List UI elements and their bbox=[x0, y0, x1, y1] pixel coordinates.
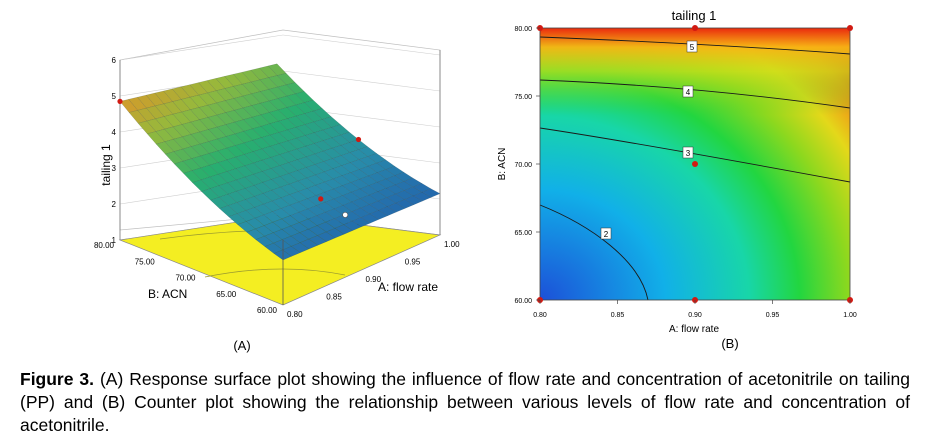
x-tick-label: 0.95 bbox=[405, 258, 421, 267]
z-tick-label: 6 bbox=[112, 56, 117, 65]
x-tick-label: 0.95 bbox=[766, 312, 780, 319]
response-surface bbox=[119, 63, 441, 261]
y-tick-label: 70.00 bbox=[175, 274, 196, 283]
x-tick-label: 0.80 bbox=[287, 310, 303, 319]
x-tick-label: 0.80 bbox=[533, 312, 547, 319]
surface-point bbox=[355, 136, 362, 143]
y-tick-label: 60.00 bbox=[257, 306, 278, 315]
x-tick-label: 0.85 bbox=[326, 293, 342, 302]
z-axis-label: tailing 1 bbox=[99, 144, 113, 186]
y-tick-label: 80.00 bbox=[94, 241, 115, 250]
contour-center-point bbox=[692, 161, 698, 167]
y-tick-label: 75.00 bbox=[135, 257, 156, 266]
surface-design-points bbox=[117, 98, 362, 218]
caption-text: (A) Response surface plot showing the in… bbox=[20, 369, 910, 435]
surface-point bbox=[117, 98, 123, 104]
x-tick-label: 0.90 bbox=[366, 275, 382, 284]
contour-design-point bbox=[847, 25, 853, 31]
x-tick-label: 1.00 bbox=[444, 240, 460, 249]
contour-line bbox=[539, 204, 649, 301]
caption-label: Figure 3. bbox=[20, 369, 95, 389]
z-tick-label: 4 bbox=[112, 128, 117, 137]
wall-gridline bbox=[282, 70, 441, 92]
y-tick-label: 65.00 bbox=[216, 290, 237, 299]
panel-label-b: (B) bbox=[721, 336, 738, 351]
contour-level-label: 2 bbox=[604, 230, 609, 239]
y-axis-label-a: B: ACN bbox=[148, 287, 187, 301]
y-tick-label: 70.00 bbox=[514, 162, 532, 169]
x-tick-label: 0.90 bbox=[688, 312, 702, 319]
panel-label-a: (A) bbox=[233, 338, 250, 353]
surface-plot: 1 2 3 4 5 6 0.80 0.85 0.90 0.95 1.00 60.00 65.00 70… bbox=[94, 29, 460, 353]
y-tick-labels-b: 60.00 65.00 70.00 75.00 80.00 bbox=[514, 26, 540, 305]
contour-plot: tailing 1 2 3 4 5 0.80 0.85 0.90 0.95 1.00 60.0… bbox=[497, 8, 857, 351]
x-tick-labels-a: 0.80 0.85 0.90 0.95 1.00 bbox=[287, 240, 460, 319]
wall-gridline bbox=[282, 34, 441, 56]
y-tick-label: 65.00 bbox=[514, 230, 532, 237]
contour-level-label: 3 bbox=[686, 149, 691, 158]
y-tick-label: 75.00 bbox=[514, 94, 532, 101]
z-tick-label: 5 bbox=[112, 92, 117, 101]
x-tick-label: 0.85 bbox=[611, 312, 625, 319]
surface-point bbox=[318, 196, 324, 202]
contour-level-box bbox=[682, 85, 694, 98]
z-tick-label: 2 bbox=[112, 200, 117, 209]
z-tick-label: 3 bbox=[112, 164, 117, 173]
contour-design-point bbox=[692, 25, 698, 31]
x-tick-label: 1.00 bbox=[843, 312, 857, 319]
y-tick-label: 80.00 bbox=[514, 26, 532, 33]
contour-level-box bbox=[686, 40, 698, 53]
x-axis-label-b: A: flow rate bbox=[669, 324, 719, 335]
contour-level-box bbox=[600, 227, 612, 240]
floor-contour bbox=[204, 268, 346, 278]
contour-line bbox=[539, 127, 851, 183]
y-axis-label-b: B: ACN bbox=[497, 148, 508, 181]
contour-level-box bbox=[682, 146, 694, 159]
z-tick-labels: 1 2 3 4 5 6 bbox=[112, 56, 117, 245]
y-tick-label: 60.00 bbox=[514, 298, 532, 305]
figure-caption: Figure 3. (A) Response surface plot show… bbox=[20, 368, 910, 437]
contour-title: tailing 1 bbox=[672, 8, 717, 23]
wall-gridline bbox=[119, 34, 284, 61]
surface-center-point bbox=[342, 211, 349, 218]
z-tick-label: 1 bbox=[112, 236, 117, 245]
x-axis-label-a: A: flow rate bbox=[378, 280, 438, 294]
contour-level-label: 5 bbox=[690, 43, 695, 52]
y-tick-labels-a: 60.00 65.00 70.00 75.00 80.00 bbox=[94, 241, 278, 315]
x-tick-labels-b: 0.80 0.85 0.90 0.95 1.00 bbox=[533, 300, 857, 319]
contour-level-label: 4 bbox=[686, 88, 691, 97]
contour-lines: 2 3 4 5 bbox=[539, 36, 851, 301]
